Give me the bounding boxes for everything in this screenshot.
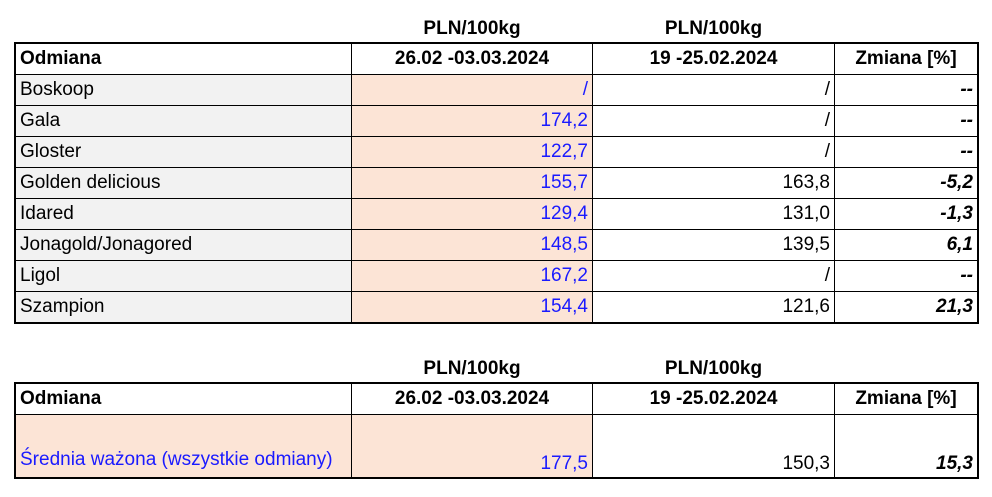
unit-header: PLN/100kg — [423, 358, 521, 379]
data-row: Boskoop / / -- — [14, 74, 979, 106]
cell: 174,2 — [351, 105, 593, 137]
cell: Golden delicious — [14, 167, 352, 199]
data-row: Idared 129,4 131,0 -1,3 — [14, 198, 979, 230]
column-header: 19 -25.02.2024 — [592, 42, 835, 75]
cell: / — [592, 136, 835, 168]
data-row: Średnia ważona (wszystkie odmiany) 177,5 1… — [14, 414, 979, 479]
table: PLN/100kg PLN/100kg Odmiana 26.02 -03.03.20… — [14, 16, 979, 324]
cell: 154,4 — [351, 291, 593, 324]
column-header: 26.02 -03.03.2024 — [351, 42, 593, 75]
header-row: Odmiana 26.02 -03.03.2024 19 -25.02.2024 Zm… — [14, 382, 979, 415]
cell: 131,0 — [592, 198, 835, 230]
cell — [15, 16, 352, 43]
table-body: Odmiana 26.02 -03.03.2024 19 -25.02.2024 Zm… — [14, 42, 979, 324]
cell: Jonagold/Jonagored — [14, 229, 352, 261]
cell: 21,3 — [834, 291, 979, 324]
cell — [835, 356, 979, 383]
unit-row: PLN/100kg PLN/100kg — [15, 16, 978, 43]
cell: 6,1 — [834, 229, 979, 261]
table-body: Odmiana 26.02 -03.03.2024 19 -25.02.2024 Zm… — [14, 382, 979, 479]
cell — [835, 16, 979, 43]
cell: 129,4 — [351, 198, 593, 230]
cell: -1,3 — [834, 198, 979, 230]
unit-row: PLN/100kg PLN/100kg — [15, 356, 978, 383]
header-row: Odmiana 26.02 -03.03.2024 19 -25.02.2024 Zm… — [14, 42, 979, 75]
column-header: Zmiana [%] — [834, 382, 979, 415]
price-table: PLN/100kg PLN/100kg Odmiana 26.02 -03.03.20… — [14, 16, 979, 324]
data-row: Gala 174,2/-- — [14, 105, 979, 137]
cell: 150,3 — [592, 414, 835, 479]
unit-header: PLN/100kg — [423, 18, 521, 39]
data-row: Szampion 154,4 121,6 21,3 — [14, 291, 979, 324]
table: PLN/100kg PLN/100kg Odmiana 26.02 -03.03.20… — [14, 356, 979, 479]
cell: 148,5 — [351, 229, 593, 261]
cell: Szampion — [14, 291, 352, 324]
cell: Gala — [14, 105, 352, 137]
cell: Boskoop — [14, 74, 352, 106]
average-table: PLN/100kg PLN/100kg Odmiana 26.02 -03.03.20… — [14, 356, 979, 479]
column-header: 19 -25.02.2024 — [592, 382, 835, 415]
cell: 15,3 — [834, 414, 979, 479]
cell: / — [592, 74, 835, 106]
cell: 155,7 — [351, 167, 593, 199]
cell: -- — [834, 74, 979, 106]
unit-header: PLN/100kg — [664, 358, 763, 379]
cell: / — [351, 74, 593, 106]
cell: -- — [834, 105, 979, 137]
column-header: 26.02 -03.03.2024 — [351, 382, 593, 415]
cell: 139,5 — [592, 229, 835, 261]
cell: 177,5 — [351, 414, 593, 479]
cell — [15, 356, 352, 383]
data-row: Ligol 167,2/-- — [14, 260, 979, 292]
cell: Idared — [14, 198, 352, 230]
unit-header-group: PLN/100kg PLN/100kg — [15, 356, 978, 383]
data-row: Golden delicious 155,7 163,8 -5,2 — [14, 167, 979, 199]
unit-header-group: PLN/100kg PLN/100kg — [15, 16, 978, 43]
unit-header: PLN/100kg — [664, 18, 763, 39]
column-header: Odmiana — [14, 42, 352, 75]
column-header: Zmiana [%] — [834, 42, 979, 75]
cell: Ligol — [14, 260, 352, 292]
column-header: Odmiana — [14, 382, 352, 415]
cell: 163,8 — [592, 167, 835, 199]
data-row: Jonagold/Jonagored 148,5 139,5 6,1 — [14, 229, 979, 261]
cell: 121,6 — [592, 291, 835, 324]
cell: Gloster — [14, 136, 352, 168]
cell: 167,2 — [351, 260, 593, 292]
cell: 122,7 — [351, 136, 593, 168]
cell: Średnia ważona (wszystkie odmiany) — [14, 414, 352, 479]
cell: -- — [834, 136, 979, 168]
cell: / — [592, 105, 835, 137]
data-row: Gloster 122,7/-- — [14, 136, 979, 168]
cell: / — [592, 260, 835, 292]
cell: -- — [834, 260, 979, 292]
cell: -5,2 — [834, 167, 979, 199]
